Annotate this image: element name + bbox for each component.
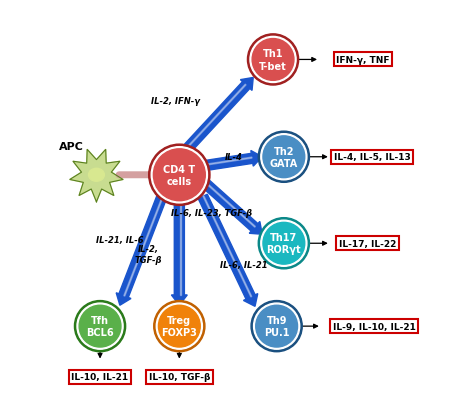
Polygon shape	[70, 150, 123, 202]
Text: Tfh
BCL6: Tfh BCL6	[86, 315, 114, 338]
Text: IL-2,
TGF-β: IL-2, TGF-β	[135, 245, 163, 264]
Polygon shape	[172, 201, 187, 306]
Polygon shape	[204, 158, 252, 166]
Text: Th9
PU.1: Th9 PU.1	[264, 315, 290, 338]
Circle shape	[263, 136, 305, 178]
Circle shape	[79, 306, 121, 347]
Text: IL-4: IL-4	[225, 153, 242, 162]
Text: APC: APC	[59, 142, 83, 152]
Polygon shape	[180, 201, 181, 295]
Text: IL-17, IL-22: IL-17, IL-22	[339, 239, 396, 248]
Circle shape	[74, 301, 126, 352]
Polygon shape	[203, 196, 252, 297]
Circle shape	[250, 37, 296, 83]
Text: IL-10, TGF-β: IL-10, TGF-β	[149, 372, 210, 381]
Polygon shape	[198, 195, 258, 306]
Circle shape	[251, 301, 302, 352]
Text: IL-10, IL-21: IL-10, IL-21	[72, 372, 128, 381]
Polygon shape	[201, 179, 262, 235]
Circle shape	[261, 134, 307, 180]
Circle shape	[154, 301, 205, 352]
Text: Th1
T-bet: Th1 T-bet	[259, 49, 287, 71]
Circle shape	[77, 303, 123, 349]
Polygon shape	[181, 78, 253, 156]
Text: IL-9, IL-10, IL-21: IL-9, IL-10, IL-21	[333, 322, 415, 331]
Text: Th17
RORγt: Th17 RORγt	[266, 233, 301, 255]
Text: CD4 T
cells: CD4 T cells	[163, 164, 195, 186]
Polygon shape	[203, 151, 262, 171]
Ellipse shape	[89, 169, 104, 182]
Circle shape	[158, 306, 200, 347]
Circle shape	[156, 303, 202, 349]
Circle shape	[263, 223, 305, 265]
Circle shape	[149, 145, 210, 206]
Text: IL-2, IFN-γ: IL-2, IFN-γ	[151, 97, 200, 106]
Circle shape	[254, 303, 300, 349]
Polygon shape	[116, 197, 166, 306]
Text: IL-4, IL-5, IL-13: IL-4, IL-5, IL-13	[334, 153, 410, 162]
Text: IL-21, IL-6: IL-21, IL-6	[96, 235, 144, 245]
Circle shape	[151, 147, 208, 203]
Circle shape	[154, 150, 205, 201]
Text: IL-6, IL-21: IL-6, IL-21	[220, 261, 268, 270]
Text: Th2
GATA: Th2 GATA	[270, 146, 298, 168]
Circle shape	[261, 221, 307, 267]
Polygon shape	[204, 182, 255, 228]
Circle shape	[252, 39, 294, 81]
Polygon shape	[124, 199, 163, 296]
Polygon shape	[184, 85, 246, 152]
Circle shape	[258, 218, 310, 269]
Circle shape	[256, 306, 298, 347]
Text: IL-6, IL-23, TGF-β: IL-6, IL-23, TGF-β	[171, 209, 252, 218]
Circle shape	[258, 132, 310, 183]
Text: IFN-γ, TNF: IFN-γ, TNF	[337, 56, 390, 65]
Circle shape	[247, 35, 299, 86]
Text: Treg
FOXP3: Treg FOXP3	[162, 315, 197, 338]
